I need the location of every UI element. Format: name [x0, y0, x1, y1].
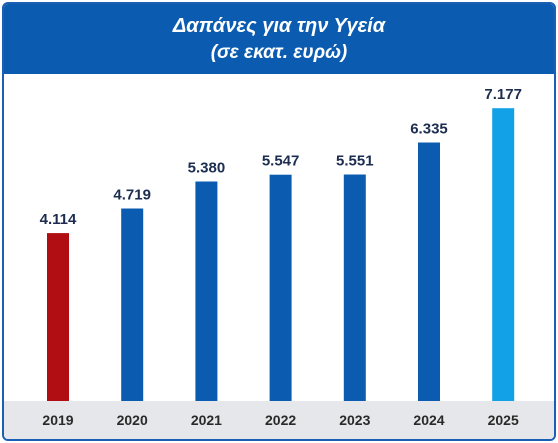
bar-chart: 4.114 4.719 5.380 5.547 5.551 6.335 7.177 2019… [4, 86, 554, 439]
value-label-2023: 5.551 [336, 153, 374, 170]
bar-2023 [343, 174, 366, 401]
value-label-2025: 7.177 [484, 86, 522, 103]
bar-2022 [269, 174, 292, 401]
x-tick-label-2023: 2023 [339, 412, 370, 428]
chart-header: Δαπάνες για την Υγεία (σε εκατ. ευρώ) [4, 4, 554, 74]
x-tick-labels-group: 2019 2020 2021 2022 2023 2024 2025 [42, 412, 519, 428]
value-label-2022: 5.547 [262, 153, 300, 170]
x-tick-label-2021: 2021 [191, 412, 222, 428]
x-tick-label-2025: 2025 [488, 412, 519, 428]
value-label-2024: 6.335 [410, 121, 448, 138]
value-label-2020: 4.719 [113, 187, 151, 204]
bar-2025 [492, 108, 515, 401]
x-axis-band [4, 401, 554, 439]
bar-2019 [47, 233, 69, 401]
value-labels-group: 4.114 4.719 5.380 5.547 5.551 6.335 7.177 [40, 86, 522, 228]
bar-2021 [195, 181, 218, 401]
bars-group [47, 108, 515, 401]
x-tick-label-2020: 2020 [117, 412, 148, 428]
x-tick-label-2022: 2022 [265, 412, 296, 428]
bar-2020 [121, 208, 144, 401]
chart-subtitle: (σε εκατ. ευρώ) [210, 42, 348, 63]
value-label-2021: 5.380 [188, 160, 226, 177]
chart-title: Δαπάνες για την Υγεία [172, 15, 386, 37]
x-tick-label-2019: 2019 [42, 412, 73, 428]
x-tick-label-2024: 2024 [413, 412, 444, 428]
value-label-2019: 4.114 [40, 211, 77, 228]
bar-2024 [418, 142, 440, 401]
